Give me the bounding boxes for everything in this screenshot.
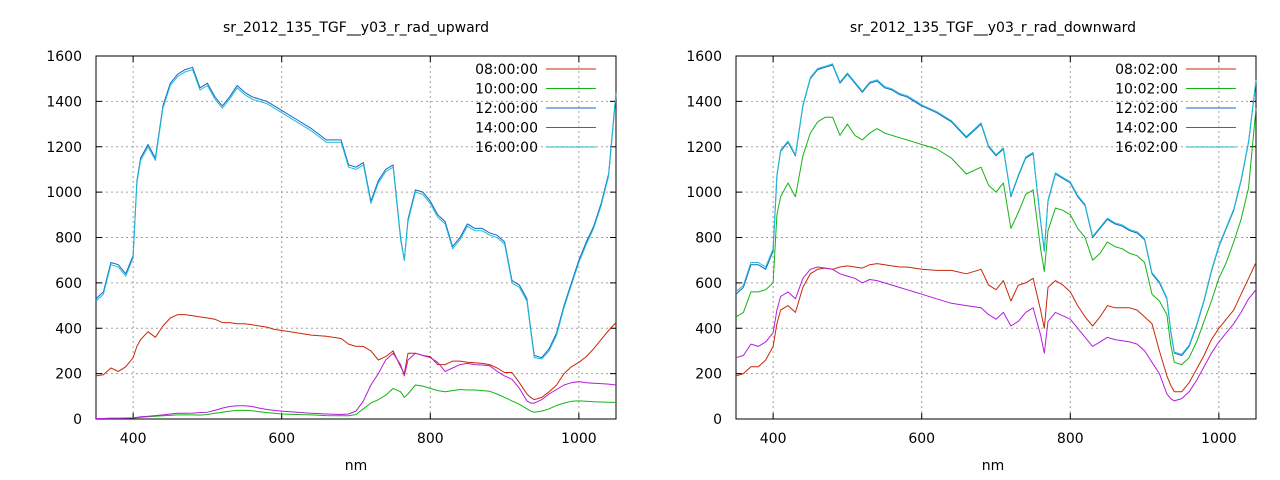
series-line-080200 <box>735 262 1257 393</box>
y-tick-label: 800 <box>55 231 82 247</box>
legend: 08:00:00 10:00:00 12:00:00 14:00:00 16:00:00 <box>475 62 596 156</box>
series-group <box>735 63 1257 402</box>
series-line-140200 <box>735 266 1257 402</box>
y-tick-label: 1200 <box>46 140 82 156</box>
y-tick-label: 400 <box>55 321 82 337</box>
x-tick-label: 600 <box>908 431 935 447</box>
legend-label: 08:02:00 <box>1115 62 1178 78</box>
chart-title: sr_2012_135_TGF__y03_r_rad_downward <box>850 20 1136 36</box>
y-tick-label: 200 <box>55 367 82 383</box>
y-tick-label: 1000 <box>686 185 722 201</box>
series-line-160000 <box>95 69 617 360</box>
y-tick-label: 600 <box>55 276 82 292</box>
series-line-120000 <box>95 66 617 359</box>
axes: 0 200 400 600 800 1000 1200 1400 1600 400 600 800 10… <box>686 49 1257 447</box>
y-tick-label: 200 <box>695 367 722 383</box>
x-tick-label: 400 <box>120 431 147 447</box>
y-tick-label: 1400 <box>686 94 722 110</box>
legend: 08:02:00 10:02:00 12:02:00 14:02:00 16:02:00 <box>1115 62 1236 156</box>
chart-downward: sr_2012_135_TGF__y03_r_rad_downward 0 200… <box>686 20 1257 474</box>
x-tick-label: 800 <box>1057 431 1084 447</box>
y-tick-label: 800 <box>695 231 722 247</box>
x-axis-label: nm <box>982 458 1005 474</box>
y-tick-label: 1000 <box>46 185 82 201</box>
series-line-100200 <box>735 108 1257 366</box>
y-tick-label: 1600 <box>46 49 82 65</box>
x-tick-label: 400 <box>760 431 787 447</box>
legend-label: 14:02:00 <box>1115 121 1178 137</box>
x-tick-label: 1000 <box>1201 431 1237 447</box>
plot-frame <box>735 55 1257 420</box>
legend-label: 16:02:00 <box>1115 140 1178 156</box>
y-tick-label: 600 <box>695 276 722 292</box>
series-line-120200 <box>735 64 1257 356</box>
y-tick-label: 1200 <box>686 140 722 156</box>
legend-label: 10:00:00 <box>475 82 538 98</box>
chart-title: sr_2012_135_TGF__y03_r_rad_upward <box>223 20 489 36</box>
legend-label: 10:02:00 <box>1115 82 1178 98</box>
series-line-160200 <box>735 63 1257 355</box>
legend-label: 16:00:00 <box>475 140 538 156</box>
x-tick-label: 1000 <box>561 431 597 447</box>
legend-label: 14:00:00 <box>475 121 538 137</box>
legend-label: 08:00:00 <box>475 62 538 78</box>
series-line-100000 <box>96 384 617 419</box>
plot-frame <box>95 55 617 420</box>
legend-label: 12:00:00 <box>475 101 538 117</box>
y-tick-label: 0 <box>73 412 82 428</box>
grid <box>96 55 616 420</box>
y-tick-label: 1600 <box>686 49 722 65</box>
grid <box>736 55 1256 420</box>
x-axis-label: nm <box>345 458 368 474</box>
y-tick-label: 400 <box>695 321 722 337</box>
y-tick-label: 1400 <box>46 94 82 110</box>
x-tick-label: 800 <box>417 431 444 447</box>
x-tick-label: 600 <box>268 431 295 447</box>
chart-upward: sr_2012_135_TGF__y03_r_rad_upward 0 200 40… <box>46 20 617 474</box>
axes: 0 200 400 600 800 1000 1200 1400 1600 400 600 800 10… <box>46 49 617 447</box>
y-tick-label: 0 <box>713 412 722 428</box>
series-line-140000 <box>96 352 617 419</box>
legend-label: 12:02:00 <box>1115 101 1178 117</box>
series-group <box>95 66 617 419</box>
series-line-080000 <box>95 314 617 401</box>
